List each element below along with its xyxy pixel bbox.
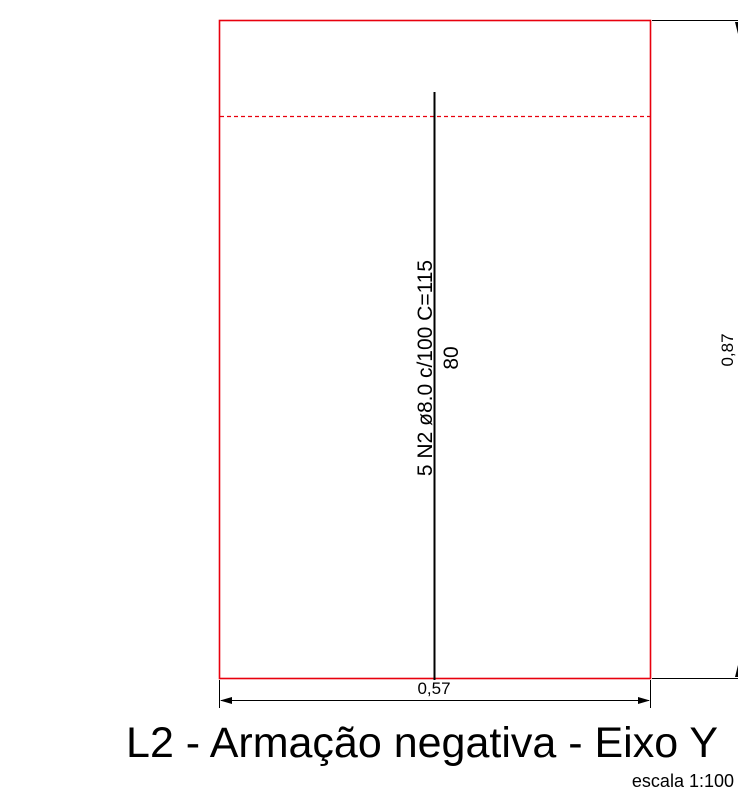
width-dimension-label: 0,57 bbox=[417, 679, 450, 698]
height-dimension bbox=[652, 20, 738, 679]
width-dimension bbox=[219, 680, 651, 708]
height-dimension-label: 0,87 bbox=[718, 333, 737, 366]
rebar-label: 5 N2 ø8.0 c/100 C=115 bbox=[414, 260, 437, 476]
drawing-title: L2 - Armação negativa - Eixo Y bbox=[126, 719, 718, 767]
rebar-length-label: 80 bbox=[440, 346, 463, 369]
scale-label: escala 1:100 bbox=[632, 771, 734, 791]
